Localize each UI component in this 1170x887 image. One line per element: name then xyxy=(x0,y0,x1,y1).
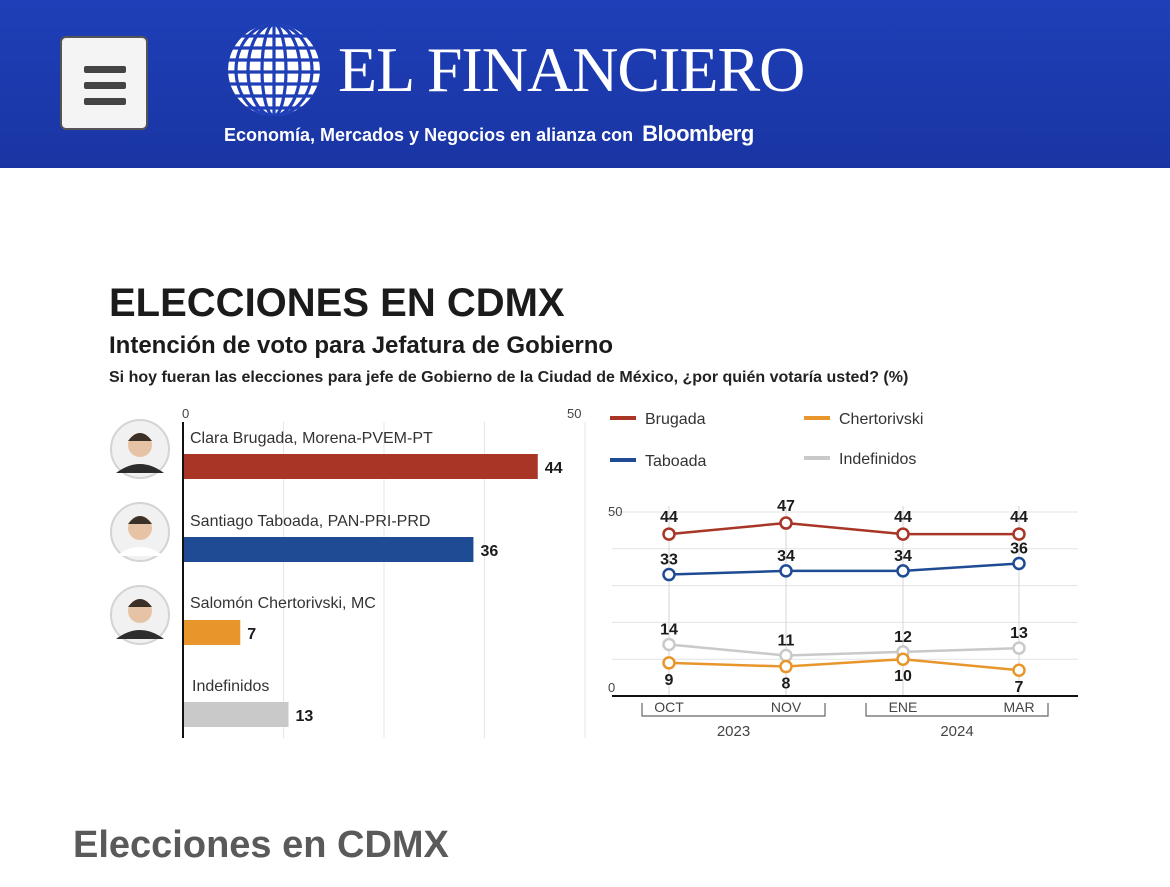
data-point xyxy=(662,527,676,541)
legend-label: Indefinidos xyxy=(839,451,916,468)
data-value-label: 14 xyxy=(660,621,678,638)
data-value-label: 8 xyxy=(782,676,791,693)
data-point xyxy=(779,564,793,578)
hamburger-menu-button[interactable] xyxy=(60,36,148,130)
partner-logo-text: Bloomberg xyxy=(642,121,754,146)
data-value-label: 11 xyxy=(778,633,795,650)
year-bracket xyxy=(641,703,826,717)
bar-tick-label: 50 xyxy=(567,406,581,421)
data-point xyxy=(662,567,676,582)
bar-tick-label: 0 xyxy=(182,406,189,421)
data-value-label: 36 xyxy=(1010,541,1028,558)
globe-logo-icon[interactable] xyxy=(222,22,332,118)
year-label: 2023 xyxy=(717,723,750,740)
tagline: Economía, Mercados y Negocios en alianza… xyxy=(224,121,754,147)
vote-trend-line-chart: Brugada Chertorivski Taboada Indefinidos 50 0… xyxy=(608,411,1078,740)
bar-1 xyxy=(184,454,538,479)
bar-value-label: 13 xyxy=(296,708,314,725)
bar-category-label: Salomón Chertorivski, MC xyxy=(190,595,376,612)
series-line-taboada xyxy=(668,562,1020,576)
data-point xyxy=(896,564,910,578)
data-point xyxy=(896,527,910,541)
bar-2 xyxy=(184,537,474,562)
data-value-label: 47 xyxy=(777,498,795,515)
data-point xyxy=(662,656,676,670)
article-heading: Elecciones en CDMX xyxy=(73,824,449,866)
candidate-photo xyxy=(110,502,170,562)
data-point xyxy=(779,516,793,530)
bar-category-label: Indefinidos xyxy=(192,678,269,695)
data-point xyxy=(779,659,793,674)
bar-category-label: Santiago Taboada, PAN-PRI-PRD xyxy=(190,513,430,530)
x-tick-label: NOV xyxy=(771,699,802,715)
data-value-label: 34 xyxy=(894,548,912,565)
data-point xyxy=(1012,527,1026,541)
series-line-indefinidos xyxy=(668,643,1020,657)
survey-question: Si hoy fueran las elecciones para jefe d… xyxy=(109,369,909,386)
infographic-title: ELECCIONES EN CDMX xyxy=(109,281,565,325)
y-tick-label: 0 xyxy=(608,680,615,695)
data-point xyxy=(1012,556,1026,571)
data-point xyxy=(896,652,910,666)
legend-label: Brugada xyxy=(645,411,706,428)
bar-3 xyxy=(184,620,241,645)
data-value-label: 9 xyxy=(665,672,674,689)
bar-4 xyxy=(184,702,289,727)
bar-category-label: Clara Brugada, Morena-PVEM-PT xyxy=(190,430,433,447)
bar-value-label: 44 xyxy=(545,460,563,477)
data-point xyxy=(662,637,676,652)
year-bracket xyxy=(865,703,1049,717)
data-point xyxy=(1012,641,1026,655)
y-tick-label: 50 xyxy=(608,504,622,519)
x-tick-label: ENE xyxy=(889,699,918,715)
vote-intention-bar-chart: 0 50 Clara Brugada, Morena-PVEM-PT 44 Santia… xyxy=(110,406,586,738)
bar-value-label: 36 xyxy=(480,543,498,560)
data-value-label: 44 xyxy=(894,509,912,526)
infographic-subtitle: Intención de voto para Jefatura de Gobie… xyxy=(109,332,614,359)
data-value-label: 7 xyxy=(1015,679,1024,696)
data-value-label: 44 xyxy=(660,509,678,526)
site-header: EL FINANCIERO Economía, Mercados y Negoc… xyxy=(0,0,1170,168)
candidate-photo xyxy=(110,419,170,479)
data-point xyxy=(1012,663,1026,677)
data-value-label: 10 xyxy=(894,668,912,685)
legend-label: Chertorivski xyxy=(839,411,923,428)
year-label: 2024 xyxy=(940,723,973,740)
data-value-label: 13 xyxy=(1010,625,1028,642)
x-tick-label: OCT xyxy=(654,699,684,715)
data-point xyxy=(779,648,793,663)
legend-label: Taboada xyxy=(645,453,706,470)
data-value-label: 34 xyxy=(777,548,795,565)
series-line-brugada xyxy=(668,521,1019,536)
x-tick-label: MAR xyxy=(1003,699,1034,715)
candidate-photo xyxy=(110,585,170,645)
data-value-label: 44 xyxy=(1010,509,1028,526)
data-value-label: 12 xyxy=(894,629,912,646)
bar-value-label: 7 xyxy=(247,626,256,643)
data-value-label: 33 xyxy=(660,552,678,569)
tagline-text: Economía, Mercados y Negocios en alianza… xyxy=(224,125,634,145)
brand-name[interactable]: EL FINANCIERO xyxy=(338,34,805,105)
series-line-chertorivski xyxy=(668,657,1020,672)
